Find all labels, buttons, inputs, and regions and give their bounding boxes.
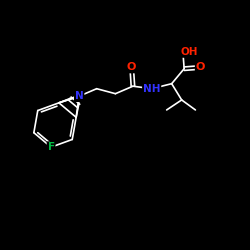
- Text: O: O: [196, 62, 205, 72]
- Text: F: F: [48, 142, 55, 152]
- Text: O: O: [127, 62, 136, 72]
- Text: OH: OH: [180, 47, 198, 57]
- Text: NH: NH: [143, 84, 160, 94]
- Text: N: N: [75, 91, 84, 101]
